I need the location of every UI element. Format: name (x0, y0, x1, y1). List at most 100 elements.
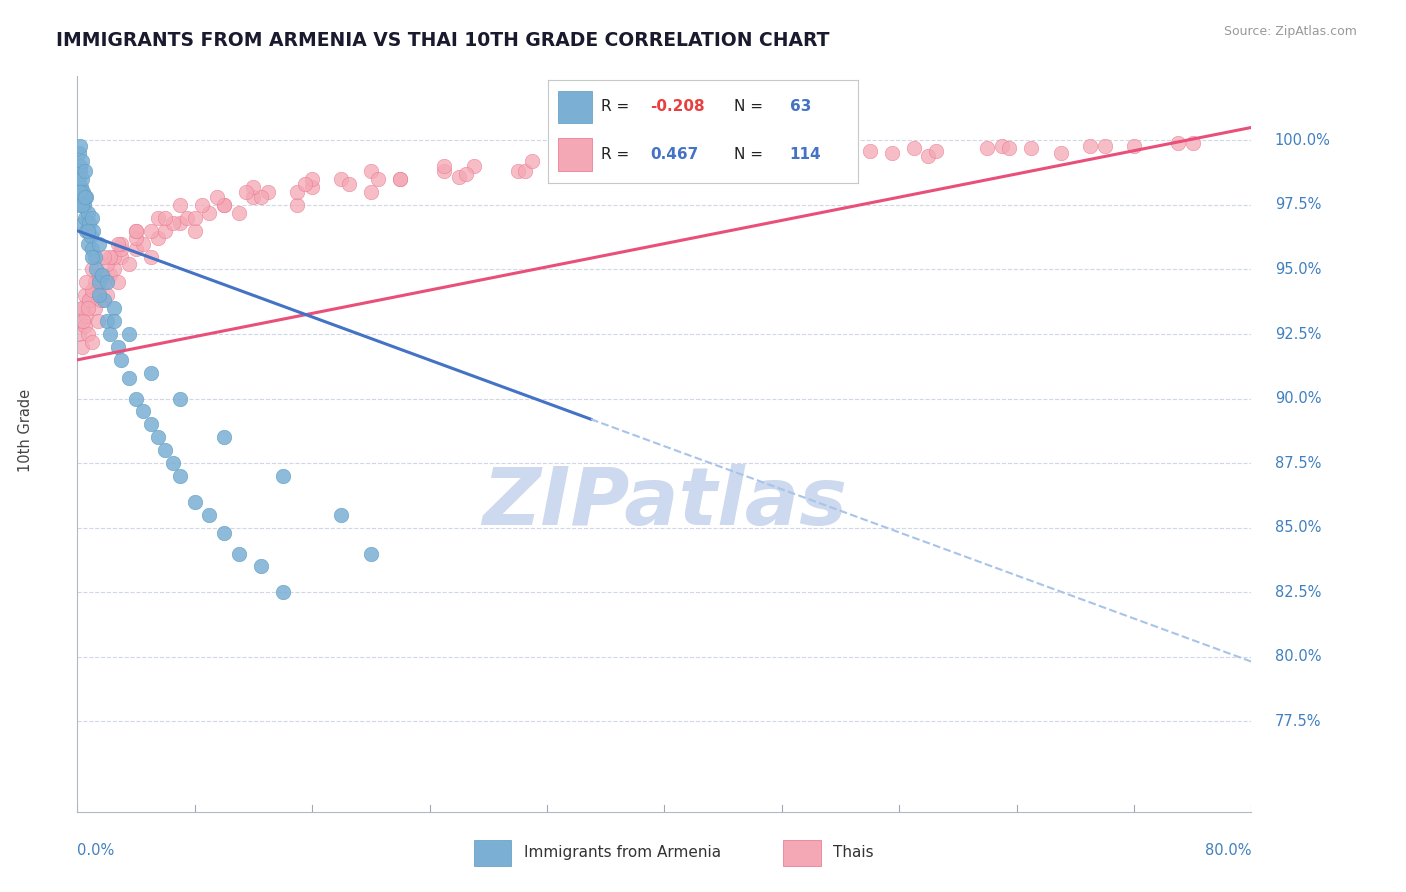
Point (76, 224, 98, 238)
Point (73, 319, 96, 334)
Point (76, 205, 98, 219)
Point (69, 185, 91, 199)
Point (70, 190, 93, 204)
Point (287, 185, 309, 199)
Point (75, 309, 97, 323)
Point (139, 224, 162, 238)
Point (433, 164, 456, 178)
Point (125, 392, 148, 406)
Point (75, 190, 97, 204)
Point (697, 154, 720, 169)
Point (98, 250, 121, 264)
Point (67, 146, 90, 161)
Point (198, 508, 221, 522)
Point (84, 276, 107, 290)
Point (139, 250, 162, 264)
Text: -0.208: -0.208 (651, 99, 704, 114)
Point (70, 301, 93, 316)
Point (800, 152, 823, 166)
Point (169, 469, 191, 483)
Point (77, 293, 100, 308)
Point (1094, 138, 1116, 153)
Point (1181, 136, 1204, 150)
Point (830, 146, 852, 161)
Point (80, 283, 103, 297)
Point (925, 144, 948, 158)
Text: Source: ZipAtlas.com: Source: ZipAtlas.com (1223, 25, 1357, 38)
Point (80, 242, 103, 256)
Text: 90.0%: 90.0% (1275, 391, 1322, 406)
Point (257, 185, 280, 199)
Point (800, 144, 823, 158)
Point (212, 198, 235, 212)
Bar (558, 137, 592, 170)
Point (110, 242, 132, 256)
Point (389, 172, 412, 186)
Point (132, 404, 155, 418)
Point (76, 236, 98, 251)
Point (139, 417, 162, 432)
Text: 77.5%: 77.5% (1275, 714, 1322, 729)
Point (880, 146, 903, 161)
Point (89, 283, 111, 297)
Point (76, 326, 98, 341)
Point (72, 185, 94, 199)
Point (389, 172, 412, 186)
Point (155, 443, 177, 458)
Point (301, 179, 323, 194)
Point (69, 138, 91, 153)
Point (96, 314, 118, 328)
Text: 100.0%: 100.0% (1275, 133, 1330, 148)
Point (198, 205, 221, 219)
Point (110, 236, 132, 251)
Point (271, 585, 294, 599)
Point (90, 293, 112, 308)
Point (125, 231, 148, 245)
Point (73, 198, 96, 212)
Point (80, 288, 103, 302)
Point (183, 224, 207, 238)
Point (93, 250, 115, 264)
Point (522, 154, 544, 169)
Point (93, 276, 115, 290)
Point (73, 164, 96, 178)
Point (118, 257, 141, 271)
Point (67, 172, 90, 186)
Point (98, 268, 121, 282)
Point (654, 154, 676, 169)
Point (447, 169, 470, 184)
Point (125, 242, 148, 256)
Point (169, 392, 191, 406)
Point (991, 138, 1014, 153)
Point (84, 301, 107, 316)
Point (69, 164, 91, 178)
Point (212, 525, 235, 540)
Point (70, 340, 93, 354)
Point (579, 159, 602, 173)
Point (91, 268, 114, 282)
Point (103, 301, 125, 316)
Point (456, 167, 478, 181)
Point (96, 288, 118, 302)
Point (80, 334, 103, 349)
Point (89, 236, 111, 251)
Point (70, 154, 93, 169)
Text: N =: N = (734, 99, 768, 114)
Point (917, 149, 939, 163)
Point (550, 154, 572, 169)
Text: 80.0%: 80.0% (1205, 843, 1251, 858)
Point (433, 159, 456, 173)
Text: Immigrants from Armenia: Immigrants from Armenia (523, 846, 721, 860)
Point (73, 288, 96, 302)
Point (107, 340, 129, 354)
Point (72, 314, 94, 328)
Point (69, 314, 91, 328)
Point (1123, 138, 1146, 153)
Text: 0.0%: 0.0% (77, 843, 114, 858)
Point (998, 141, 1021, 155)
Text: Thais: Thais (832, 846, 873, 860)
Point (80, 250, 103, 264)
Point (103, 314, 125, 328)
Point (1019, 141, 1042, 155)
Point (859, 144, 882, 158)
